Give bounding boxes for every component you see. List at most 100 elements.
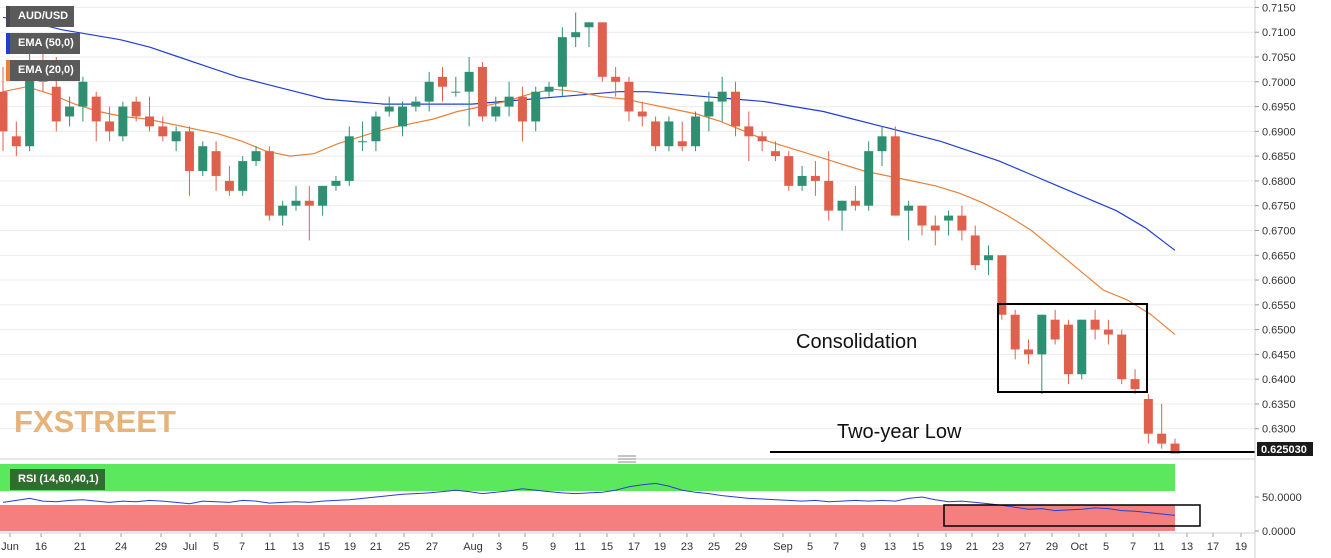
candle-body (597, 22, 607, 77)
candle (770, 141, 780, 162)
candle-body (105, 121, 115, 132)
symbol-text: AUD/USD (18, 10, 69, 22)
date-tick-label: 25 (398, 541, 410, 553)
candle (344, 126, 354, 186)
candle (957, 205, 967, 241)
candle-body (904, 205, 914, 211)
candle (850, 185, 860, 211)
candle (358, 121, 368, 152)
candle-body (1103, 329, 1113, 335)
date-tick-label: 29 (735, 541, 747, 553)
candle-body (930, 225, 940, 231)
date-tick-label: 19 (1235, 541, 1247, 553)
consolidation-box (997, 303, 1148, 393)
candle-body (691, 116, 701, 147)
candle-body (1010, 314, 1020, 350)
candle-body (371, 116, 381, 142)
candle (171, 126, 181, 152)
date-tick-label: 11 (574, 541, 585, 553)
candle (877, 126, 887, 167)
date-tick-label: 5 (807, 541, 813, 553)
candle-body (11, 136, 21, 147)
rsi-line (2, 482, 1176, 516)
current-price-box (1257, 442, 1313, 456)
candle-body (1024, 349, 1033, 355)
ema50-text: EMA (50,0) (18, 37, 74, 49)
candle-body (624, 81, 634, 112)
date-tick-label: 29 (1046, 541, 1058, 553)
candle (997, 255, 1007, 320)
ema20-label[interactable]: EMA (20,0) (6, 60, 80, 81)
candle-body (91, 96, 101, 122)
candle-body (837, 200, 847, 211)
candle-body (358, 141, 368, 143)
date-tick-label: 27 (1019, 541, 1031, 553)
date-tick-label: 13 (884, 541, 896, 553)
candle-body (1050, 319, 1060, 340)
symbol-label[interactable]: AUD/USD (6, 6, 75, 27)
candle-body (224, 180, 234, 191)
candle (797, 166, 807, 191)
price-tick-label: 0.6350 (1262, 399, 1296, 411)
candle (651, 116, 661, 152)
candle-body (464, 71, 474, 92)
candle (810, 161, 820, 196)
candle-body (824, 180, 834, 211)
candle (1050, 309, 1060, 345)
price-tick-label: 0.6300 (1262, 424, 1296, 436)
date-tick-label: 7 (239, 541, 245, 553)
pane-divider[interactable] (0, 455, 1255, 463)
candle (704, 91, 714, 132)
candle-body (171, 131, 181, 142)
candlesticks (0, 12, 1180, 454)
candle (917, 205, 927, 236)
date-tick-label: Jun (1, 541, 19, 553)
candle (211, 141, 221, 191)
candle (744, 111, 754, 162)
rsi-highlight-box (943, 504, 1201, 527)
candle-body (344, 136, 354, 181)
candle (1103, 319, 1113, 345)
date-axis: Jun 16 21 24 29 Jul 5 7 11 13 15 19 21 25 27 Aug 3 5 9 11 15… (0, 532, 1255, 553)
candle-body (198, 146, 208, 171)
current-price-marker: 0.625030 (1257, 442, 1313, 456)
consolidation-label: Consolidation (796, 331, 917, 353)
candle-body (984, 255, 994, 261)
candle-body (810, 175, 820, 181)
candle-body (797, 175, 807, 186)
candle (637, 101, 647, 127)
candle-body (1143, 399, 1153, 434)
rsi-label[interactable]: RSI (14,60,40,1) (6, 469, 105, 490)
candle-body (850, 200, 860, 206)
candle (304, 185, 314, 241)
price-tick-label: 0.7100 (1262, 27, 1296, 39)
candle (544, 81, 554, 97)
candle (1063, 319, 1073, 385)
candle-body (78, 81, 88, 107)
candle (118, 101, 128, 142)
price-tick-label: 0.6750 (1262, 201, 1296, 213)
rsi-overbought-zone (0, 464, 1175, 491)
candle-body (264, 151, 274, 216)
candle (411, 96, 421, 112)
candle-body (291, 200, 301, 206)
candle (371, 111, 381, 152)
two-year-low-label: Two-year Low (837, 421, 962, 443)
rsi-pane: 50.0000 0.0000 (0, 464, 1302, 538)
candle-body (704, 101, 714, 117)
candle-body (717, 91, 727, 102)
date-tick-label: 13 (1181, 541, 1193, 553)
date-tick-label: 5 (213, 541, 219, 553)
date-tick-label: 17 (628, 541, 640, 553)
date-tick-label: 9 (860, 541, 866, 553)
date-tick-label: Oct (1070, 541, 1087, 553)
candle-body (504, 96, 514, 107)
ema50-label[interactable]: EMA (50,0) (6, 33, 80, 54)
candle (664, 116, 674, 152)
candle (105, 106, 115, 142)
candle (944, 210, 954, 236)
rsi-text: RSI (14,60,40,1) (18, 473, 99, 485)
candle (1090, 309, 1100, 340)
date-tick-label: 7 (833, 541, 839, 553)
